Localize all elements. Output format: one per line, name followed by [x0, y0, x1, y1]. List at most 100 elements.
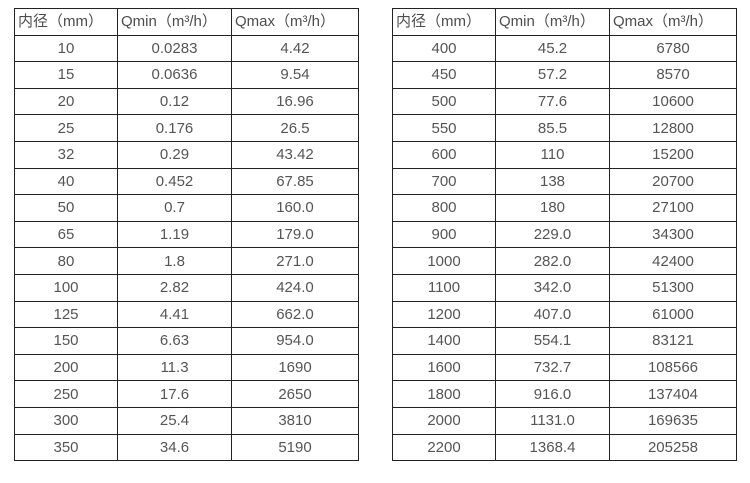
table-row: 300 25.4 3810 [14, 406, 359, 435]
table-cell: 179.0 [231, 220, 359, 249]
table-cell: 125 [14, 300, 118, 329]
table-cell: 25 [14, 114, 118, 142]
table-cell: 20 [14, 87, 118, 116]
table-cell: 85.5 [495, 114, 610, 142]
column-header: Qmax（m³/h） [609, 8, 737, 36]
table-row: 600 110 15200 [392, 140, 737, 169]
table-row: 25 0.176 26.5 [14, 114, 359, 142]
table-row: 1200 407.0 61000 [392, 300, 737, 329]
column-header: 内径（mm） [14, 8, 118, 36]
table-cell: 10600 [609, 87, 737, 116]
table-cell: 50 [14, 194, 118, 222]
table-row: 500 77.6 10600 [392, 87, 737, 116]
table-cell: 424.0 [231, 273, 359, 302]
table-cell: 65 [14, 220, 118, 249]
table-row: 2000 1131.0 169635 [392, 406, 737, 435]
table-row: 350 34.6 5190 [14, 433, 359, 462]
table-cell: 108566 [609, 353, 737, 382]
table-cell: 1400 [392, 327, 496, 355]
table-row: 40 0.452 67.85 [14, 167, 359, 196]
table-row: 125 4.41 662.0 [14, 300, 359, 329]
table-cell: 137404 [609, 380, 737, 408]
table-cell: 180 [495, 194, 610, 222]
table-cell: 0.0283 [117, 34, 232, 63]
table-cell: 61000 [609, 300, 737, 329]
table-cell: 205258 [609, 433, 737, 462]
table-cell: 0.7 [117, 194, 232, 222]
table-cell: 1690 [231, 353, 359, 382]
table-cell: 160.0 [231, 194, 359, 222]
table-cell: 169635 [609, 406, 737, 435]
table-cell: 15200 [609, 140, 737, 169]
table-cell: 550 [392, 114, 496, 142]
table-cell: 0.29 [117, 140, 232, 169]
table-cell: 12800 [609, 114, 737, 142]
table-cell: 0.452 [117, 167, 232, 196]
table-cell: 2.82 [117, 273, 232, 302]
table-cell: 15 [14, 61, 118, 89]
column-header: 内径（mm） [392, 8, 496, 36]
table-cell: 662.0 [231, 300, 359, 329]
table-row: 550 85.5 12800 [392, 114, 737, 142]
table-cell: 600 [392, 140, 496, 169]
table-cell: 1.19 [117, 220, 232, 249]
column-header: Qmax（m³/h） [231, 8, 359, 36]
column-header: Qmin（m³/h） [117, 8, 232, 36]
table-cell: 25.4 [117, 406, 232, 435]
table-row: 250 17.6 2650 [14, 380, 359, 408]
table-row: 32 0.29 43.42 [14, 140, 359, 169]
table-row: 1400 554.1 83121 [392, 327, 737, 355]
table-cell: 27100 [609, 194, 737, 222]
table-row: 1800 916.0 137404 [392, 380, 737, 408]
table-cell: 0.0636 [117, 61, 232, 89]
table-row: 1600 732.7 108566 [392, 353, 737, 382]
table-row: 20 0.12 16.96 [14, 87, 359, 116]
table-cell: 1000 [392, 247, 496, 275]
table-cell: 8570 [609, 61, 737, 89]
table-cell: 1800 [392, 380, 496, 408]
table-cell: 450 [392, 61, 496, 89]
table-row: 800 180 27100 [392, 194, 737, 222]
table-cell: 4.41 [117, 300, 232, 329]
table-row: 1000 282.0 42400 [392, 247, 737, 275]
table-cell: 1368.4 [495, 433, 610, 462]
table-row: 15 0.0636 9.54 [14, 61, 359, 89]
table-cell: 342.0 [495, 273, 610, 302]
table-cell: 45.2 [495, 34, 610, 63]
table-cell: 138 [495, 167, 610, 196]
table-cell: 900 [392, 220, 496, 249]
table-cell: 51300 [609, 273, 737, 302]
table-row: 150 6.63 954.0 [14, 327, 359, 355]
table-cell: 2200 [392, 433, 496, 462]
table-row: 450 57.2 8570 [392, 61, 737, 89]
table-cell: 800 [392, 194, 496, 222]
table-row: 10 0.0283 4.42 [14, 34, 359, 63]
table-cell: 5190 [231, 433, 359, 462]
table-cell: 282.0 [495, 247, 610, 275]
table-cell: 100 [14, 273, 118, 302]
table-row: 400 45.2 6780 [392, 34, 737, 63]
table-cell: 42400 [609, 247, 737, 275]
table-header-row: 内径（mm） Qmin（m³/h） Qmax（m³/h） [14, 8, 359, 36]
table-cell: 150 [14, 327, 118, 355]
table-cell: 20700 [609, 167, 737, 196]
table-header-row: 内径（mm） Qmin（m³/h） Qmax（m³/h） [392, 8, 737, 36]
table-cell: 732.7 [495, 353, 610, 382]
table-cell: 17.6 [117, 380, 232, 408]
table-cell: 1600 [392, 353, 496, 382]
table-cell: 1100 [392, 273, 496, 302]
table-cell: 34.6 [117, 433, 232, 462]
table-cell: 4.42 [231, 34, 359, 63]
table-cell: 11.3 [117, 353, 232, 382]
flow-rate-table-large-diameters: 内径（mm） Qmin（m³/h） Qmax（m³/h） 400 45.2 6780 45… [392, 8, 737, 462]
table-row: 80 1.8 271.0 [14, 247, 359, 275]
table-cell: 350 [14, 433, 118, 462]
table-cell: 9.54 [231, 61, 359, 89]
table-cell: 1.8 [117, 247, 232, 275]
column-header: Qmin（m³/h） [495, 8, 610, 36]
table-row: 700 138 20700 [392, 167, 737, 196]
table-row: 1100 342.0 51300 [392, 273, 737, 302]
table-row: 2200 1368.4 205258 [392, 433, 737, 462]
table-cell: 2650 [231, 380, 359, 408]
table-cell: 700 [392, 167, 496, 196]
